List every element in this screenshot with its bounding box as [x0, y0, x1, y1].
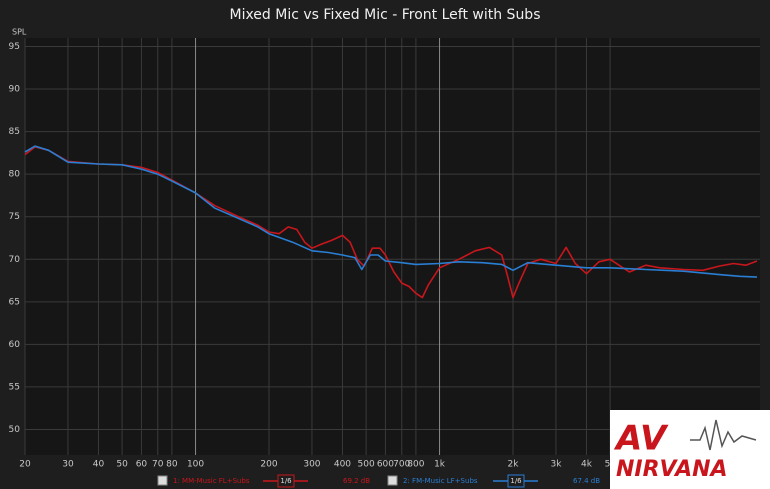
legend-level: 69.2 dB: [343, 477, 370, 485]
y-tick-label: 55: [9, 382, 20, 392]
y-tick-label: 70: [9, 255, 21, 265]
x-tick-label: 500: [358, 460, 375, 470]
legend-smoothing-box: [277, 474, 295, 488]
x-tick-label: 600: [377, 460, 394, 470]
logo-brand: AV: [613, 419, 669, 459]
x-tick-label: 70: [152, 460, 164, 470]
x-tick-label: 800: [407, 460, 424, 470]
x-tick-label: 1k: [434, 460, 446, 470]
x-tick-label: 2k: [508, 460, 520, 470]
legend-checkbox[interactable]: [157, 475, 168, 486]
legend-smoothing-box: [507, 474, 525, 488]
x-tick-label: 30: [62, 460, 74, 470]
x-tick-label: 20: [19, 460, 31, 470]
legend-label: 2: FM-Music LF+Subs: [403, 477, 478, 485]
x-tick-label: 200: [260, 460, 277, 470]
x-tick-label: 40: [93, 460, 105, 470]
x-tick-label: 400: [334, 460, 351, 470]
legend-smoothing: 1/6: [510, 477, 522, 485]
legend-checkbox[interactable]: [387, 475, 398, 486]
y-tick-label: 65: [9, 297, 20, 307]
x-tick-label: 60: [136, 460, 148, 470]
chart-title: Mixed Mic vs Fixed Mic - Front Left with…: [229, 7, 540, 23]
y-tick-label: 85: [9, 127, 20, 137]
watermark: AV NIRVANA: [610, 410, 770, 489]
y-tick-label: 80: [9, 170, 21, 180]
series-line: [24, 145, 758, 278]
x-tick-label: 300: [303, 460, 320, 470]
logo-bg: [610, 410, 770, 489]
x-tick-label: 4k: [581, 460, 593, 470]
legend-label: 1: MM-Music FL+Subs: [173, 477, 250, 485]
y-tick-label: 95: [9, 42, 20, 52]
legend-level: 67.4 dB: [573, 477, 600, 485]
x-tick-label: 700: [393, 460, 410, 470]
x-tick-label: 80: [166, 460, 178, 470]
logo-name: NIRVANA: [616, 457, 728, 482]
y-tick-label: 90: [9, 85, 21, 95]
y-tick-label: 50: [9, 425, 21, 435]
logo-wave: [690, 419, 757, 451]
plot-area: [25, 38, 760, 455]
y-tick-label: 75: [9, 212, 20, 222]
series-line: [24, 146, 758, 299]
x-tick-label: 100: [187, 460, 204, 470]
x-tick-label: 3k: [550, 460, 562, 470]
legend-smoothing: 1/6: [280, 477, 292, 485]
y-tick-label: 60: [9, 340, 21, 350]
x-tick-label: 50: [116, 460, 128, 470]
y-axis-label: SPL: [12, 28, 27, 37]
